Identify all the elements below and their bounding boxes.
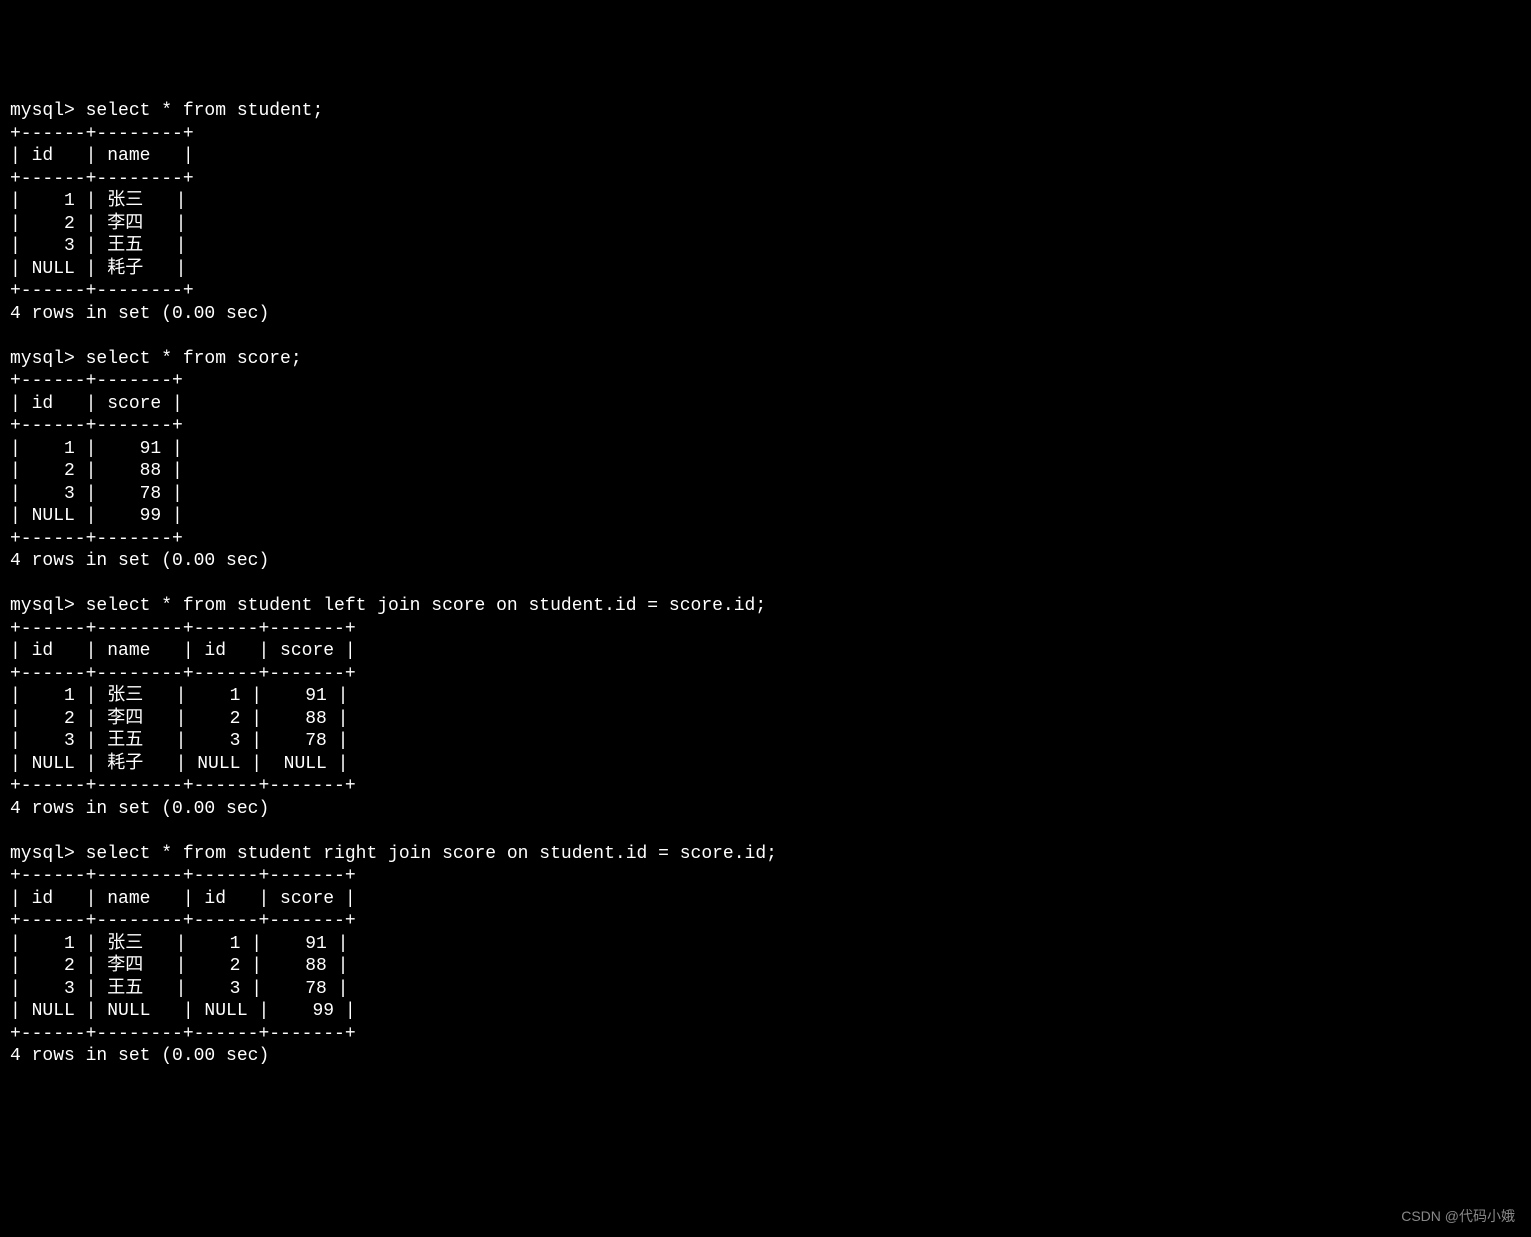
mysql-terminal-output: mysql> select * from student; +------+--… xyxy=(10,100,1521,1068)
watermark-text: CSDN @代码小娥 xyxy=(1401,1208,1515,1226)
